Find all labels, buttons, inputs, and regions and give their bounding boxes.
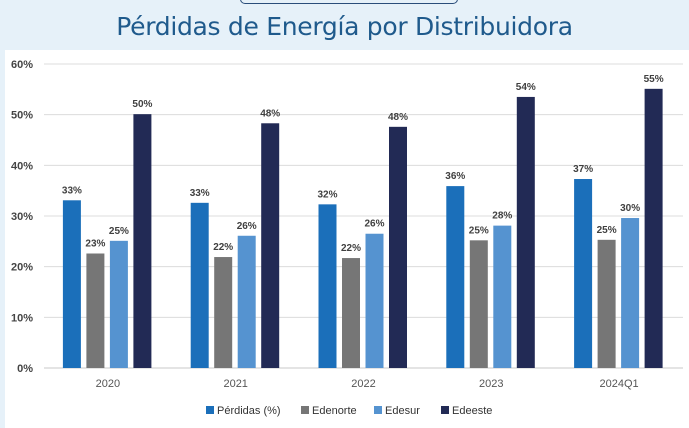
bar-edesur-2020	[109, 240, 128, 368]
data-label: 50%	[132, 99, 152, 110]
data-label: 54%	[516, 82, 536, 93]
data-label: 55%	[644, 74, 664, 85]
data-label: 22%	[213, 242, 233, 253]
legend-label: Pérdidas (%)	[217, 405, 281, 417]
data-label: 30%	[620, 203, 640, 214]
bar-edesur-2021	[237, 235, 256, 368]
legend-swatch	[206, 406, 214, 414]
legend-label: Edeeste	[452, 405, 492, 417]
data-label: 37%	[573, 164, 593, 175]
data-label: 25%	[109, 226, 129, 237]
x-tick-label: 2020	[96, 378, 120, 390]
data-label: 33%	[190, 188, 210, 199]
bar-edesur-2023	[493, 225, 512, 368]
y-tick-label: 20%	[11, 262, 33, 274]
bar-edenorte-2021	[214, 257, 233, 368]
bar-edesur-2024Q1	[621, 218, 640, 368]
bar-p-rdidas--2020	[62, 200, 81, 368]
bar-edeeste-2021	[261, 123, 280, 368]
bar-edenorte-2024Q1	[597, 239, 616, 368]
bar-p-rdidas--2022	[318, 204, 337, 368]
data-label: 48%	[260, 108, 280, 119]
bar-p-rdidas--2024Q1	[574, 179, 593, 368]
data-label: 36%	[445, 171, 465, 182]
y-tick-label: 30%	[11, 211, 33, 223]
y-tick-label: 0%	[17, 363, 33, 375]
data-label: 32%	[317, 189, 337, 200]
data-label: 33%	[62, 185, 82, 196]
bar-p-rdidas--2023	[446, 186, 465, 368]
bar-edenorte-2020	[86, 253, 105, 368]
bar-edeeste-2022	[389, 126, 407, 369]
bar-edenorte-2022	[342, 258, 360, 368]
legend-label: Edenorte	[312, 405, 357, 417]
x-tick-label: 2024Q1	[600, 378, 639, 390]
legend-swatch	[301, 406, 309, 414]
legend-swatch	[441, 406, 449, 414]
legend-label: Edesur	[385, 405, 420, 417]
bar-p-rdidas--2021	[190, 202, 209, 368]
bar-edeeste-2020	[133, 114, 152, 368]
y-tick-label: 60%	[11, 59, 33, 71]
bar-edeeste-2023	[516, 96, 535, 368]
y-tick-label: 10%	[11, 312, 33, 324]
data-label: 26%	[364, 219, 384, 230]
data-label: 25%	[597, 225, 617, 236]
data-label: 28%	[492, 211, 512, 222]
bar-edenorte-2023	[469, 240, 488, 368]
bar-edeeste-2024Q1	[644, 88, 663, 369]
y-tick-label: 50%	[11, 110, 33, 122]
legend-swatch	[374, 406, 382, 414]
data-label: 22%	[341, 243, 361, 254]
data-label: 48%	[388, 112, 408, 123]
data-label: 25%	[469, 225, 489, 236]
y-tick-label: 40%	[11, 160, 33, 172]
page-title: Pérdidas de Energía por Distribuidora	[116, 12, 573, 41]
data-label: 26%	[237, 221, 257, 232]
x-tick-label: 2022	[351, 378, 375, 390]
x-tick-label: 2021	[223, 378, 247, 390]
x-tick-label: 2023	[479, 378, 503, 390]
bar-edesur-2022	[365, 233, 384, 368]
data-label: 23%	[85, 238, 105, 249]
